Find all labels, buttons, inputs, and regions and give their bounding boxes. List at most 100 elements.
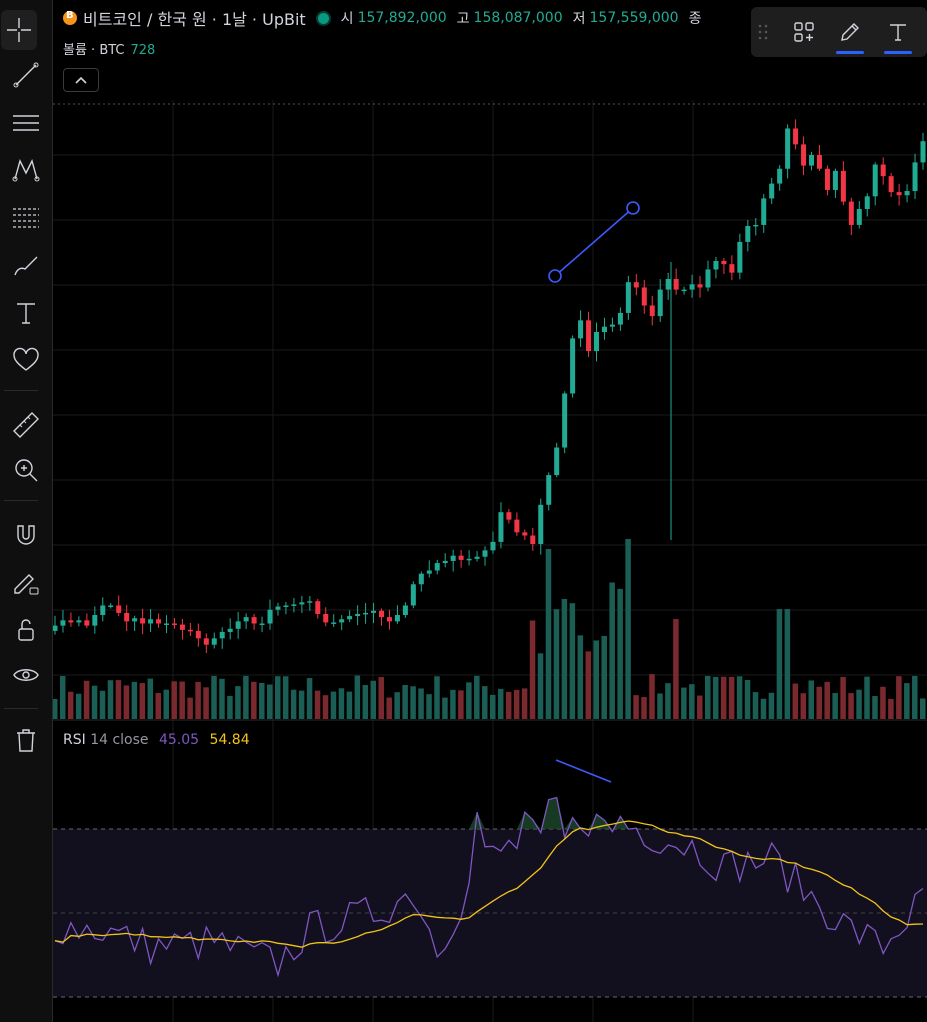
candle-body <box>299 602 305 605</box>
volume-bar <box>840 676 846 719</box>
heart-tool-button[interactable] <box>0 340 52 380</box>
price-chart[interactable] <box>53 0 927 1022</box>
brush-tool-button[interactable] <box>0 245 52 285</box>
candle-body <box>824 168 830 190</box>
volume-bar <box>633 695 639 719</box>
rsi-name[interactable]: RSI <box>63 732 86 748</box>
volume-bar <box>402 684 408 719</box>
crosshair-tool-button[interactable] <box>1 10 37 50</box>
volume-bar <box>298 690 305 719</box>
horizontal-lines-tool-button[interactable] <box>0 103 52 143</box>
candle-body <box>657 289 663 317</box>
volume-bar <box>641 697 647 719</box>
volume-legend: 볼륨 · BTC 728 <box>63 39 155 58</box>
unlock-tool-button[interactable] <box>0 610 52 650</box>
bitcoin-icon <box>63 10 77 25</box>
zoom-tool-button[interactable] <box>0 450 52 490</box>
candle-body <box>840 170 846 202</box>
drag-handle-icon[interactable] <box>753 15 773 49</box>
volume-bar <box>203 687 209 719</box>
collapse-legend-button[interactable] <box>63 68 99 92</box>
candle-body <box>856 209 862 225</box>
candle-body <box>307 601 313 603</box>
heart-icon <box>13 347 39 371</box>
candle-body <box>140 618 146 624</box>
text-tool-button[interactable] <box>0 293 52 333</box>
candle-body <box>721 260 727 265</box>
volume-bar <box>466 682 472 719</box>
volume-bar <box>267 684 273 719</box>
volume-bar <box>378 677 384 719</box>
volume-bar <box>67 691 74 719</box>
candle-body <box>562 393 568 448</box>
trash-tool-button[interactable] <box>0 720 52 760</box>
volume-bar <box>322 695 329 719</box>
market-status-icon <box>317 12 329 24</box>
candle-body <box>594 332 600 352</box>
candle-body <box>259 623 265 625</box>
volume-bar <box>609 582 615 719</box>
volume-bar <box>824 681 830 719</box>
volume-bar <box>171 681 177 719</box>
volume-bar <box>808 680 815 719</box>
candle-body <box>466 558 472 561</box>
candle-body <box>418 573 424 585</box>
volume-bar <box>521 688 528 719</box>
floating-drawing-toolbar <box>751 7 927 57</box>
trend-line-tool-button[interactable] <box>0 55 52 95</box>
candle-body <box>601 326 607 332</box>
low-value: 157,559,000 <box>589 10 679 26</box>
fib-tool-button[interactable] <box>0 198 52 238</box>
volume-bar <box>75 693 82 719</box>
rsi-overbought-fill <box>453 797 645 829</box>
unlock-icon <box>18 619 34 641</box>
candle-body <box>211 638 217 645</box>
volume-bar <box>784 609 791 719</box>
volume-bar <box>482 686 488 719</box>
volume-bar <box>370 680 377 719</box>
volume-bar <box>553 609 560 719</box>
volume-bar <box>712 676 719 719</box>
volume-bar <box>832 693 838 719</box>
volume-bar <box>290 689 297 719</box>
candle-body <box>522 532 528 536</box>
candle-body <box>275 606 281 610</box>
rsi-value: 45.05 <box>158 732 200 748</box>
candle-body <box>649 305 655 317</box>
pencil-icon[interactable] <box>833 15 867 54</box>
candle-body <box>243 617 249 622</box>
volume-bar <box>489 694 496 719</box>
magnet-tool-button[interactable] <box>0 515 52 555</box>
add-panel-icon[interactable] <box>787 15 821 49</box>
volume-bar <box>418 688 424 719</box>
volume-bar <box>410 686 416 719</box>
text-icon <box>17 303 35 324</box>
volume-bar <box>920 698 926 719</box>
lock-pencil-tool-button[interactable] <box>0 562 52 602</box>
volume-bar <box>426 694 432 719</box>
volume-bar <box>155 692 162 719</box>
ruler-tool-button[interactable] <box>0 405 52 445</box>
volume-bar <box>282 676 289 719</box>
pattern-tool-button[interactable] <box>0 150 52 190</box>
chevron-up-icon <box>75 76 87 84</box>
rsi-legend: RSI 14 close 45.05 54.84 <box>63 732 250 748</box>
candle-body <box>769 183 775 199</box>
candle-body <box>84 620 90 626</box>
volume-bar <box>235 686 241 719</box>
candle-body <box>904 191 910 196</box>
volume-bar <box>386 697 392 719</box>
candle-body <box>896 192 902 196</box>
candle-body <box>609 324 615 327</box>
candle-body <box>697 284 703 288</box>
candle-body <box>458 555 464 560</box>
text-tool-icon[interactable] <box>881 15 915 54</box>
volume-bar <box>505 691 512 719</box>
volume-value: 728 <box>130 43 156 58</box>
volume-bar <box>888 698 894 719</box>
candle-body <box>570 338 576 394</box>
symbol-title[interactable]: 비트코인 / 한국 원 · 1날 · UpBit <box>83 10 306 29</box>
volume-bar <box>792 683 799 719</box>
eye-tool-button[interactable] <box>0 655 52 695</box>
candle-body <box>848 201 854 225</box>
